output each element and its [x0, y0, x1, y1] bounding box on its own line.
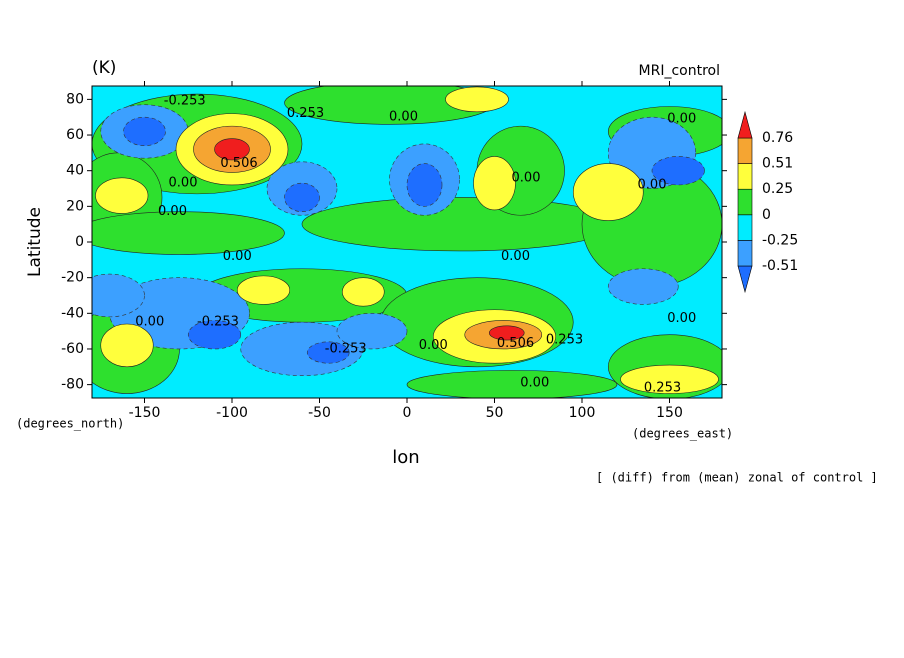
x-tick-label: -100	[216, 405, 248, 421]
y-tick-label: -60	[61, 341, 84, 357]
y-axis-label: Latitude	[25, 207, 45, 277]
contour-region	[341, 277, 385, 307]
contour-region	[406, 163, 443, 207]
annotation: [ (diff) from (mean) zonal of control ]	[596, 471, 878, 485]
contour-region	[123, 116, 166, 147]
contour-region	[488, 325, 525, 341]
y-tick-label: 80	[66, 91, 84, 107]
y-tick-label: -40	[61, 305, 84, 321]
colorbar-label: 0	[762, 207, 771, 223]
contour-region	[445, 86, 509, 113]
contour-region	[92, 273, 145, 318]
contour-labels: -0.253 0.253 0.00 0.00 0.506 0.00 0.00 0.00 0.00…	[135, 94, 696, 396]
contour-label: 0.00	[135, 315, 164, 330]
colorbar-label: -0.51	[762, 258, 798, 274]
contour-region	[187, 320, 242, 350]
contour-label: 0.00	[169, 176, 198, 191]
contour-field	[92, 86, 722, 398]
colorbar-label: 0.51	[762, 156, 793, 172]
x-axis-label: lon	[392, 447, 419, 468]
colorbar-segment	[737, 163, 753, 190]
x-unit: (degrees_east)	[632, 427, 733, 441]
contour-region	[336, 313, 408, 350]
contour-region	[284, 182, 320, 212]
contour-region	[651, 156, 705, 186]
contour-region	[473, 156, 516, 211]
contour-region	[406, 370, 618, 398]
contour-label: 0.00	[638, 177, 667, 192]
contour-label: 0.253	[644, 381, 681, 396]
contour-label: 0.00	[158, 204, 187, 219]
contour-region	[572, 163, 644, 221]
colorbar-label: 0.76	[762, 130, 793, 146]
contour-label: 0.00	[520, 375, 549, 390]
contour-region	[236, 275, 291, 305]
x-tick-label: 100	[569, 405, 596, 421]
colorbar-segment	[737, 240, 753, 267]
colorbar-low	[737, 265, 753, 294]
contour-label: 0.00	[667, 111, 696, 126]
colorbar-segment	[737, 188, 753, 216]
contour-label: 0.00	[419, 338, 448, 353]
contour-label: 0.00	[223, 249, 252, 264]
contour-label: 0.00	[512, 170, 541, 185]
y-tick-label: 20	[66, 198, 84, 214]
contour-label: 0.506	[220, 156, 257, 171]
contour-region	[95, 177, 149, 214]
x-tick-label: -150	[129, 405, 161, 421]
y-unit: (degrees_north)	[16, 417, 124, 431]
y-tick-label: -20	[61, 270, 84, 286]
x-tick-label: 50	[486, 405, 504, 421]
contour-label: -0.253	[325, 341, 367, 356]
y-tick-label: 0	[75, 234, 84, 250]
contour-label: 0.00	[501, 249, 530, 264]
colorbar-segment	[737, 214, 753, 241]
y-tick-label: -80	[61, 377, 84, 393]
x-tick-label: -50	[308, 405, 331, 421]
chart-title: (K)	[92, 58, 116, 78]
colorbar-label: 0.25	[762, 181, 793, 197]
contour-region	[607, 268, 679, 305]
x-tick-label: 0	[403, 405, 412, 421]
contour-label: -0.253	[164, 94, 206, 109]
contour-region	[100, 323, 154, 368]
contour-label: 0.253	[546, 333, 583, 348]
contour-region	[301, 197, 618, 252]
contour-label: 0.253	[287, 106, 324, 121]
colorbar-segment	[737, 137, 753, 164]
chart-subtitle: MRI_control	[639, 63, 720, 79]
contour-region	[92, 211, 285, 255]
colorbar-high	[737, 110, 753, 139]
contour-label: 0.506	[497, 336, 534, 351]
y-tick-label: 40	[66, 163, 84, 179]
contour-label: -0.253	[197, 315, 239, 330]
contour-label: 0.00	[389, 110, 418, 125]
x-tick-label: 150	[656, 405, 683, 421]
colorbar-label: -0.25	[762, 232, 798, 248]
contour-region	[306, 341, 350, 364]
contour-region	[620, 364, 719, 394]
contour-label: 0.00	[667, 311, 696, 326]
y-tick-label: 60	[66, 127, 84, 143]
contour-region	[214, 138, 250, 161]
